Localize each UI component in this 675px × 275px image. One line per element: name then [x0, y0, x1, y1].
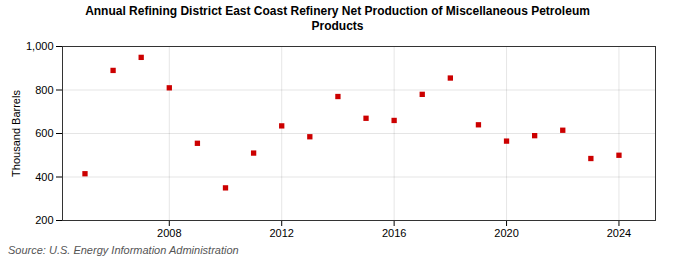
svg-text:2024: 2024	[607, 227, 631, 239]
svg-text:200: 200	[35, 214, 53, 226]
html-text:Annual Refining District East: Annual Refining District East Coast Refi…	[85, 4, 590, 33]
svg-text:600: 600	[35, 127, 53, 139]
svg-text:2020: 2020	[494, 227, 518, 239]
svg-text:400: 400	[35, 171, 53, 183]
html-text:Source: U.S. Energy Informatio: Source: U.S. Energy Information Administ…	[8, 244, 239, 256]
svg-text:2016: 2016	[382, 227, 406, 239]
svg-text:1,000: 1,000	[26, 40, 54, 52]
svg-text:2012: 2012	[269, 227, 293, 239]
svg-text:2008: 2008	[157, 227, 181, 239]
svg-text:800: 800	[35, 84, 53, 96]
svg-text:Thousand Barrels: Thousand Barrels	[10, 90, 22, 177]
